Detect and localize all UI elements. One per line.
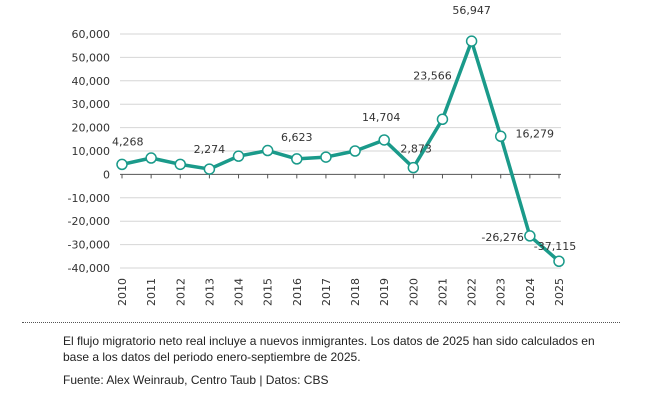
data-label: 4,268 [112, 135, 144, 148]
data-point [378, 134, 390, 146]
data-label: 16,279 [515, 127, 554, 140]
dotted-separator [22, 322, 620, 323]
y-tick-label: 60,000 [72, 28, 111, 41]
data-label: 14,704 [362, 111, 401, 124]
data-point [524, 230, 536, 242]
data-point [465, 35, 478, 47]
data-label: 56,947 [452, 4, 491, 17]
data-point [145, 152, 157, 164]
data-label: -26,276 [481, 231, 523, 244]
y-tick-label: -20,000 [68, 215, 110, 228]
data-point [436, 113, 449, 126]
x-tick-label: 2018 [349, 278, 362, 306]
data-point [174, 158, 187, 171]
y-tick-label: 50,000 [72, 51, 111, 64]
x-tick-label: 2016 [291, 278, 304, 306]
data-point [261, 144, 274, 157]
data-point [291, 153, 303, 165]
data-label: 2,274 [194, 143, 226, 156]
chart-note: El flujo migratorio neto real incluye a … [63, 334, 595, 364]
x-tick-label: 2017 [320, 278, 333, 306]
data-point [407, 161, 420, 174]
y-tick-label: 10,000 [72, 145, 111, 158]
y-tick-label: 0 [103, 168, 110, 181]
data-label: -37,115 [534, 240, 576, 253]
x-tick-label: 2023 [495, 278, 508, 306]
data-label: 6,623 [281, 131, 313, 144]
x-tick-label: 2025 [553, 278, 566, 306]
x-tick-label: 2019 [378, 278, 391, 306]
x-tick-label: 2014 [233, 278, 246, 306]
x-tick-label: 2022 [466, 278, 479, 306]
line-chart: 60,000 50,000 40,000 30,000 20,000 10,000 0 -10… [68, 4, 577, 306]
y-tick-label: 20,000 [72, 122, 111, 135]
data-label: 2,873 [400, 143, 432, 156]
data-point [494, 130, 507, 143]
x-tick-label: 2015 [262, 278, 275, 306]
data-label: 23,566 [413, 69, 452, 82]
x-tick-label: 2012 [174, 278, 187, 306]
data-point [232, 150, 245, 162]
x-tick-label: 2011 [145, 278, 158, 306]
data-point [203, 163, 216, 175]
y-tick-label: 40,000 [72, 75, 111, 88]
series-line [121, 39, 561, 263]
data-point [116, 158, 128, 171]
chart-source: Fuente: Alex Weinraub, Centro Taub | Dat… [63, 373, 329, 387]
y-tick-label: -30,000 [68, 239, 110, 252]
x-tick-label: 2024 [524, 278, 537, 306]
data-point [553, 255, 565, 267]
data-point [349, 145, 361, 157]
y-tick-label: -10,000 [68, 192, 110, 205]
x-tick-label: 2020 [407, 278, 420, 306]
y-tick-label: -40,000 [68, 262, 110, 275]
y-tick-label: 30,000 [72, 98, 111, 111]
x-tick-label: 2013 [203, 278, 216, 306]
x-tick-label: 2021 [436, 278, 449, 306]
data-point [320, 151, 332, 163]
x-tick-label: 2010 [116, 278, 129, 306]
